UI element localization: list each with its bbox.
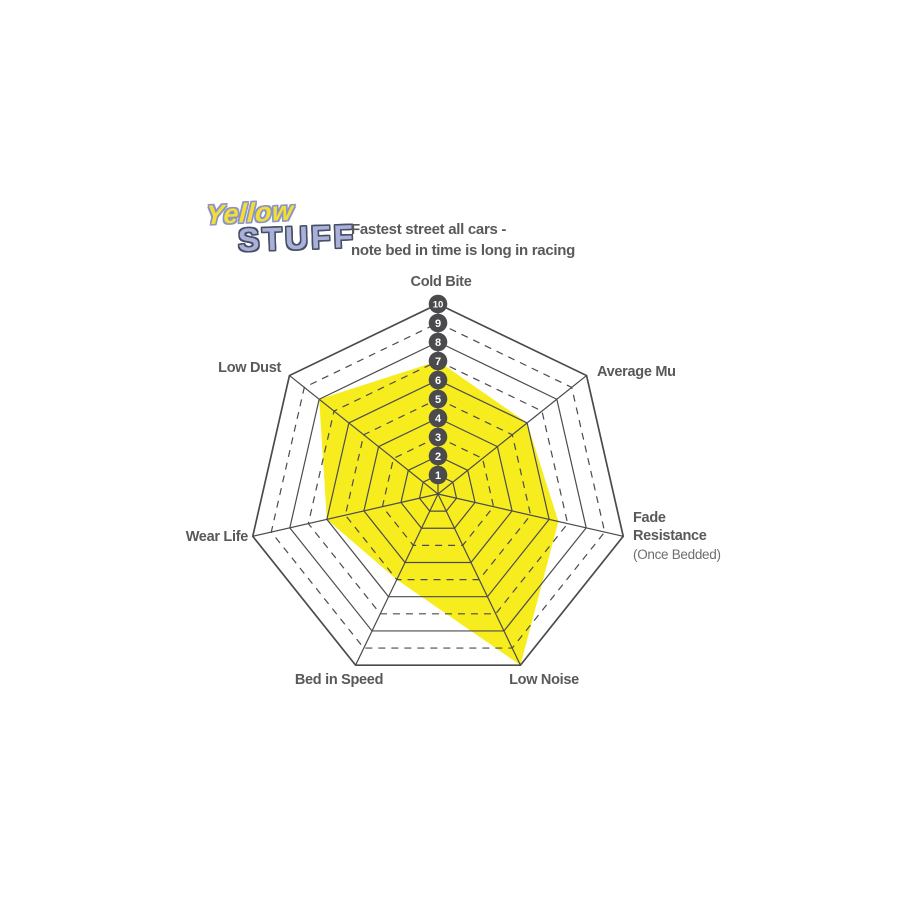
axis-sublabel-once-bedded: (Once Bedded): [633, 547, 721, 562]
value-polygon: [319, 361, 559, 666]
radar-grid-ring-3: [381, 436, 495, 546]
scale-marker-label-4: 4: [435, 413, 442, 425]
scale-marker-7: [428, 351, 448, 371]
radar-axis-spoke-2: [437, 493, 624, 537]
radar-grid-ring-8: [289, 341, 587, 632]
radar-axis-spoke-6: [289, 375, 439, 495]
scale-marker-label-9: 9: [435, 318, 441, 330]
scale-marker-label-7: 7: [435, 356, 441, 368]
scale-marker-label-3: 3: [435, 432, 441, 444]
axis-label-average-mu: Average Mu: [597, 364, 676, 380]
radar-grid-ring-4: [363, 417, 513, 564]
scale-marker-label-10: 10: [433, 299, 444, 310]
axis-label-low-noise: Low Noise: [509, 672, 579, 688]
axis-label-bed-in-speed: Bed in Speed: [294, 672, 384, 688]
scale-marker-3: [428, 427, 448, 447]
scale-marker-8: [428, 332, 448, 352]
radar-grid-ring-7: [307, 360, 569, 615]
radar-axis-spoke-4: [355, 493, 439, 666]
scale-marker-2: [428, 446, 448, 466]
axis-label-cold-bite: Cold Bite: [410, 274, 472, 290]
scale-marker-1: [428, 465, 448, 485]
scale-marker-label-2: 2: [435, 451, 441, 463]
scale-marker-9: [428, 313, 448, 333]
scale-marker-5: [428, 389, 448, 409]
axis-label-wear-life: Wear Life: [185, 529, 249, 545]
radar-grid-ring-10: [251, 303, 625, 667]
radar-grid-ring-1: [418, 474, 458, 512]
radar-grid-ring-5: [344, 398, 532, 581]
radar-axis-spoke-5: [252, 493, 439, 537]
scale-marker-label-6: 6: [435, 375, 441, 387]
description-line-2: note bed in time is long in racing: [351, 242, 575, 259]
radar-axis-spoke-3: [437, 493, 521, 666]
scale-marker-4: [428, 408, 448, 428]
axis-label-low-dust: Low Dust: [218, 360, 281, 376]
radar-grid-ring-6: [326, 379, 550, 598]
radar-axis-spoke-1: [437, 375, 587, 495]
scale-marker-label-1: 1: [435, 470, 441, 482]
scale-marker-10: [428, 294, 448, 314]
scale-marker-label-5: 5: [435, 394, 441, 406]
description-line-1: Fastest street all cars -: [351, 221, 507, 238]
scale-marker-6: [428, 370, 448, 390]
scale-marker-label-8: 8: [435, 337, 441, 349]
axis-label-fade-resistance: Fade Resistance: [633, 510, 707, 544]
chart-description: Fastest street all cars - note bed in ti…: [351, 219, 575, 261]
radar-grid-ring-2: [400, 455, 476, 529]
radar-grid-ring-9: [270, 322, 606, 649]
